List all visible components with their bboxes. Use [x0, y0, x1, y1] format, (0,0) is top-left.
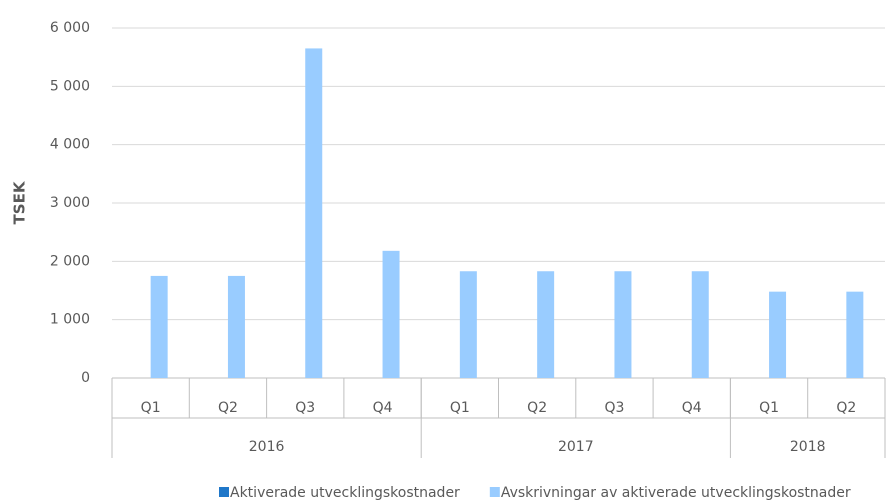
x-tick-label: Q4	[373, 400, 393, 416]
bar	[227, 275, 245, 378]
group-label: 2016	[249, 439, 285, 455]
y-tick-label: 2 000	[50, 253, 90, 269]
bar	[382, 250, 400, 378]
legend-swatch	[489, 487, 500, 497]
y-tick-label: 1 000	[50, 312, 90, 328]
group-label: 2017	[558, 439, 594, 455]
x-tick-label: Q4	[682, 400, 702, 416]
x-tick-label: Q1	[450, 400, 470, 416]
legend-label: Aktiverade utvecklingskostnader	[230, 485, 460, 501]
bar	[459, 271, 477, 378]
y-tick-label: 0	[81, 370, 90, 386]
y-tick-label: 5 000	[50, 78, 90, 94]
x-tick-label: Q1	[141, 400, 161, 416]
legend-swatch	[219, 487, 229, 497]
bar	[537, 271, 555, 378]
x-tick-label: Q3	[604, 400, 624, 416]
x-tick-label: Q2	[836, 400, 856, 416]
y-tick-label: 3 000	[50, 195, 90, 211]
y-axis-title: TSEK	[11, 180, 29, 224]
x-tick-label: Q1	[759, 400, 779, 416]
bar	[305, 48, 323, 379]
x-tick-label: Q3	[295, 400, 315, 416]
bar	[150, 275, 168, 378]
x-tick-label: Q2	[218, 400, 238, 416]
y-tick-label: 4 000	[50, 137, 90, 153]
x-tick-label: Q2	[527, 400, 547, 416]
bar	[769, 291, 787, 378]
bar	[846, 291, 864, 378]
legend-label: Avskrivningar av aktiverade utvecklingsk…	[501, 485, 851, 501]
group-label: 2018	[790, 439, 826, 455]
bar	[614, 271, 632, 378]
bar	[691, 271, 709, 378]
y-tick-label: 6 000	[50, 20, 90, 36]
